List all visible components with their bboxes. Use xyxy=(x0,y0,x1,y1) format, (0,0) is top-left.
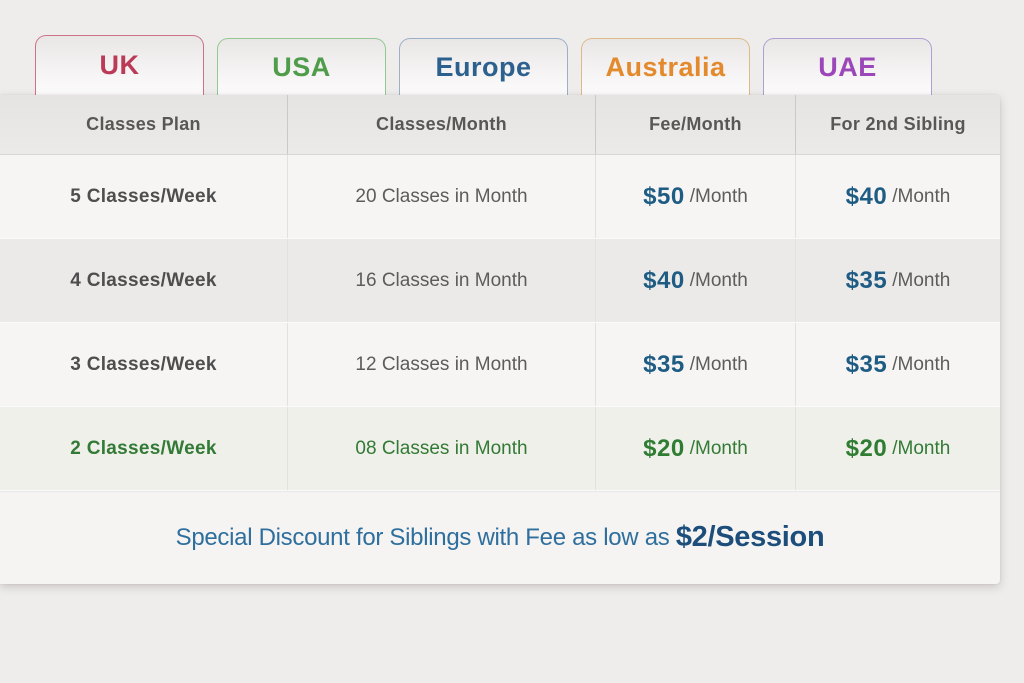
sibling-fee-amount: $40 xyxy=(845,182,888,210)
classes-cell: 12 Classes in Month xyxy=(287,323,595,406)
sibling-fee-unit: /Month xyxy=(892,269,951,291)
table-row: 2 Classes/Week 08 Classes in Month $20 /… xyxy=(0,407,1000,491)
fee-unit: /Month xyxy=(689,269,748,291)
country-tab-bar: UK USA Europe Australia UAE xyxy=(35,35,932,95)
fee-cell: $50 /Month xyxy=(595,155,795,238)
tab-europe-label: Europe xyxy=(435,51,532,82)
fee-amount: $50 xyxy=(643,182,685,210)
table-header-row: Classes Plan Classes/Month Fee/Month For… xyxy=(0,95,1000,155)
sibling-fee-unit: /Month xyxy=(892,185,951,207)
discount-text: Special Discount for Siblings with Fee a… xyxy=(175,523,676,551)
header-classes-month: Classes/Month xyxy=(287,95,595,154)
tab-usa-label: USA xyxy=(272,51,331,82)
sibling-fee-cell: $40 /Month xyxy=(795,155,1000,238)
plan-cell: 4 Classes/Week xyxy=(70,269,217,291)
sibling-fee-unit: /Month xyxy=(892,353,951,375)
fee-unit: /Month xyxy=(689,353,748,375)
sibling-fee-amount: $20 xyxy=(845,434,888,462)
tab-australia[interactable]: Australia xyxy=(581,38,750,95)
sibling-fee-amount: $35 xyxy=(845,266,888,294)
fee-cell: $35 /Month xyxy=(595,323,795,406)
fee-cell: $20 /Month xyxy=(595,407,795,490)
fee-unit: /Month xyxy=(689,437,748,459)
fee-amount: $20 xyxy=(643,434,685,462)
tab-uae[interactable]: UAE xyxy=(763,38,932,95)
sibling-fee-cell: $35 /Month xyxy=(795,239,1000,322)
fee-amount: $35 xyxy=(643,350,685,378)
classes-cell: 08 Classes in Month xyxy=(287,407,595,490)
fee-unit: /Month xyxy=(689,185,748,207)
tab-uae-label: UAE xyxy=(818,51,877,82)
table-row: 3 Classes/Week 12 Classes in Month $35 /… xyxy=(0,323,1000,407)
sibling-fee-cell: $20 /Month xyxy=(795,407,1000,490)
tab-australia-label: Australia xyxy=(605,51,726,82)
sibling-fee-cell: $35 /Month xyxy=(795,323,1000,406)
plan-cell: 2 Classes/Week xyxy=(70,437,217,459)
classes-cell: 16 Classes in Month xyxy=(287,239,595,322)
discount-price: $2/Session xyxy=(675,521,825,553)
tab-uk[interactable]: UK xyxy=(35,35,204,95)
tab-uk-label: UK xyxy=(99,50,140,80)
tab-usa[interactable]: USA xyxy=(217,38,386,95)
siblings-discount-banner: Special Discount for Siblings with Fee a… xyxy=(0,491,1000,583)
plan-cell: 3 Classes/Week xyxy=(70,353,217,375)
header-2nd-sibling: For 2nd Sibling xyxy=(795,95,1000,154)
sibling-fee-unit: /Month xyxy=(892,437,951,459)
header-classes-plan: Classes Plan xyxy=(86,114,201,134)
fee-cell: $40 /Month xyxy=(595,239,795,322)
fee-amount: $40 xyxy=(643,266,685,294)
sibling-fee-amount: $35 xyxy=(845,350,888,378)
classes-cell: 20 Classes in Month xyxy=(287,155,595,238)
table-row: 4 Classes/Week 16 Classes in Month $40 /… xyxy=(0,239,1000,323)
pricing-table-card: Classes Plan Classes/Month Fee/Month For… xyxy=(0,95,1000,584)
tab-europe[interactable]: Europe xyxy=(399,38,568,95)
header-fee-month: Fee/Month xyxy=(595,95,795,154)
table-row: 5 Classes/Week 20 Classes in Month $50 /… xyxy=(0,155,1000,239)
plan-cell: 5 Classes/Week xyxy=(70,185,217,207)
